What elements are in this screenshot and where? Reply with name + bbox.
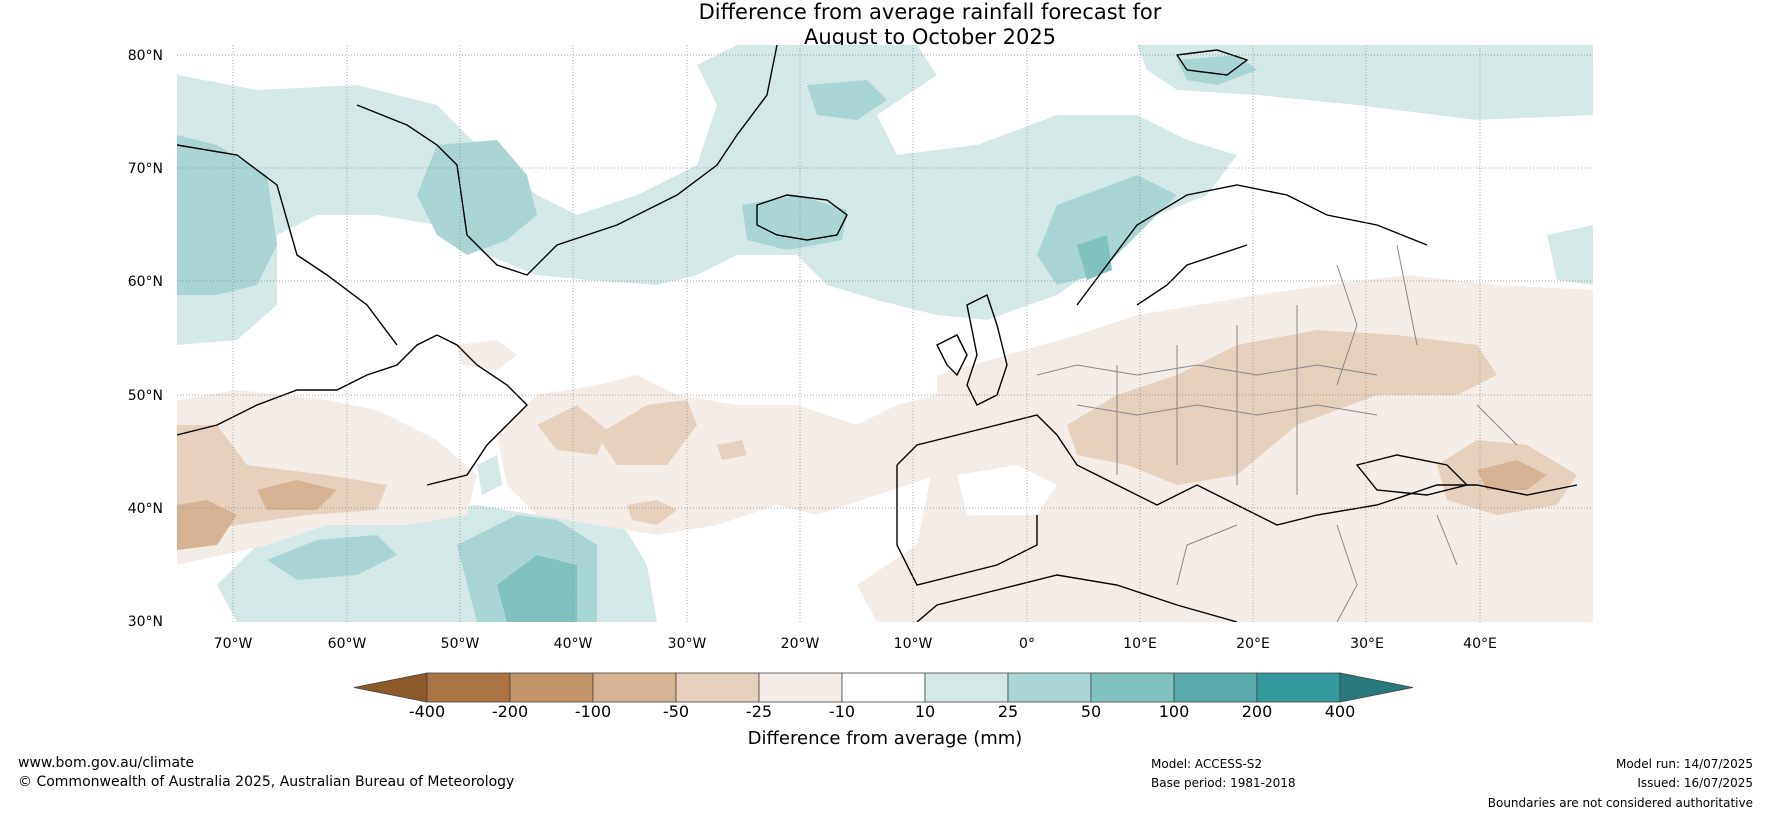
lat-label-50n: 50°N <box>127 388 163 404</box>
lon-label-30e: 30°E <box>1350 636 1384 652</box>
map-title: Difference from average rainfall forecas… <box>0 0 1770 50</box>
colorbar-segment <box>1173 672 1258 703</box>
map-panel[interactable] <box>177 45 1593 622</box>
wet-anomaly-regions <box>177 45 1593 622</box>
lat-label-30n: 30°N <box>127 614 163 630</box>
wet-region-subtropical-atlantic-mid <box>267 535 397 580</box>
colorbar-label: Difference from average (mm) <box>747 728 1023 749</box>
dry-region-mid-atlantic-mid-3 <box>627 500 677 525</box>
lon-label-60w: 60°W <box>327 636 367 652</box>
wet-region-iceland <box>742 195 847 250</box>
dry-region-north-america-mid <box>177 425 387 535</box>
wet-region-norway <box>1037 175 1177 285</box>
colorbar-tick-label: 25 <box>997 702 1019 721</box>
footer-boundaries-note: Boundaries are not considered authoritat… <box>1487 796 1753 810</box>
colorbar-tick-label: -25 <box>745 702 773 721</box>
colorbar-tick-label: -10 <box>828 702 856 721</box>
wet-region-subtropical-atlantic-deep <box>497 555 577 622</box>
lat-label-40n: 40°N <box>127 501 163 517</box>
dry-region-caucasus-deep <box>1477 460 1547 490</box>
dry-region-north-america-deep <box>177 500 237 550</box>
footer-url[interactable]: www.bom.gov.au/climate <box>18 755 195 771</box>
dry-region-med-white-gap <box>957 465 1057 515</box>
wet-region-norway-inner <box>1077 235 1112 280</box>
wet-region-greenland-east <box>417 140 537 255</box>
wet-region-svalbard-inner <box>1177 55 1257 85</box>
coastline-north-africa <box>916 574 1238 622</box>
graticule <box>177 45 1593 622</box>
wet-region-azores <box>477 455 502 495</box>
lon-label-40w: 40°W <box>553 636 593 652</box>
colorbar-segment <box>592 672 677 703</box>
coastline-north-america <box>177 334 528 486</box>
colorbar-segment <box>675 672 760 703</box>
lon-label-0: 0° <box>1019 636 1035 652</box>
coastline-black-sea <box>1355 454 1469 496</box>
lat-label-60n: 60°N <box>127 274 163 290</box>
lat-label-80n: 80°N <box>127 48 163 64</box>
lon-label-10w: 10°W <box>893 636 933 652</box>
colorbar-segment <box>1007 672 1092 703</box>
dry-region-north-america-deep-2 <box>257 480 337 510</box>
colorbar-tick-label: -400 <box>408 702 446 721</box>
rainfall-anomaly-map <box>177 45 1593 622</box>
lon-label-20e: 20°E <box>1236 636 1270 652</box>
lon-label-30w: 30°W <box>667 636 707 652</box>
footer-model-run: Model run: 14/07/2025 <box>1615 757 1753 771</box>
title-line-1: Difference from average rainfall forecas… <box>698 0 1162 24</box>
colorbar-segment <box>509 672 594 703</box>
wet-region-jan-mayen <box>807 80 887 120</box>
colorbar-tick-label: -100 <box>574 702 612 721</box>
coastlines <box>177 45 1578 622</box>
colorbar-tick-label: 100 <box>1158 702 1190 721</box>
colorbar-tick-label: 400 <box>1324 702 1356 721</box>
country-borders <box>1036 244 1518 622</box>
dry-region-mid-atlantic-mid-2 <box>597 400 697 465</box>
wet-region-svalbard <box>1137 45 1593 120</box>
colorbar-extend-high <box>1339 672 1414 703</box>
dry-region-mid-atlantic-mid <box>537 405 607 455</box>
colorbar-segment <box>426 672 511 703</box>
colorbar-tick-label: 50 <box>1080 702 1102 721</box>
dry-anomaly-regions <box>177 275 1593 622</box>
colorbar-segment <box>758 672 843 703</box>
lat-label-70n: 70°N <box>127 161 163 177</box>
coastline-iberia <box>896 465 1038 586</box>
footer-model: Model: ACCESS-S2 <box>1151 757 1263 771</box>
colorbar-segment <box>841 672 926 703</box>
colorbar-segment <box>924 672 1009 703</box>
colorbar-segment <box>1256 672 1341 703</box>
lon-label-40e: 40°E <box>1463 636 1497 652</box>
lon-label-50w: 50°W <box>440 636 480 652</box>
coastline-iceland <box>756 194 848 241</box>
lon-label-10e: 10°E <box>1123 636 1157 652</box>
colorbar-extend-low <box>353 672 428 703</box>
dry-region-mid-atlantic-mid-4 <box>717 440 747 460</box>
colorbar-tick-label: -50 <box>662 702 690 721</box>
lon-label-20w: 20°W <box>780 636 820 652</box>
coastline-scandinavia <box>1076 184 1428 306</box>
dry-region-small-north <box>457 340 517 370</box>
wet-region-north-greenland-mid <box>177 135 277 295</box>
wet-region-arctic-greenland <box>177 45 1237 345</box>
footer-copyright: © Commonwealth of Australia 2025, Austra… <box>18 774 515 790</box>
colorbar-tick-label: 200 <box>1241 702 1273 721</box>
footer-issued: Issued: 16/07/2025 <box>1637 776 1753 790</box>
coastline-europe-south <box>896 414 1578 526</box>
colorbar-segment <box>1090 672 1175 703</box>
coastline-greenland <box>177 45 778 346</box>
wet-region-east-edge <box>1547 225 1593 285</box>
lon-label-70w: 70°W <box>213 636 253 652</box>
coastline-svalbard <box>1175 49 1249 76</box>
dry-region-europe-mid <box>1067 330 1497 485</box>
footer-base-period: Base period: 1981-2018 <box>1151 776 1296 790</box>
colorbar-tick-label: 10 <box>914 702 936 721</box>
colorbar-tick-label: -200 <box>491 702 529 721</box>
